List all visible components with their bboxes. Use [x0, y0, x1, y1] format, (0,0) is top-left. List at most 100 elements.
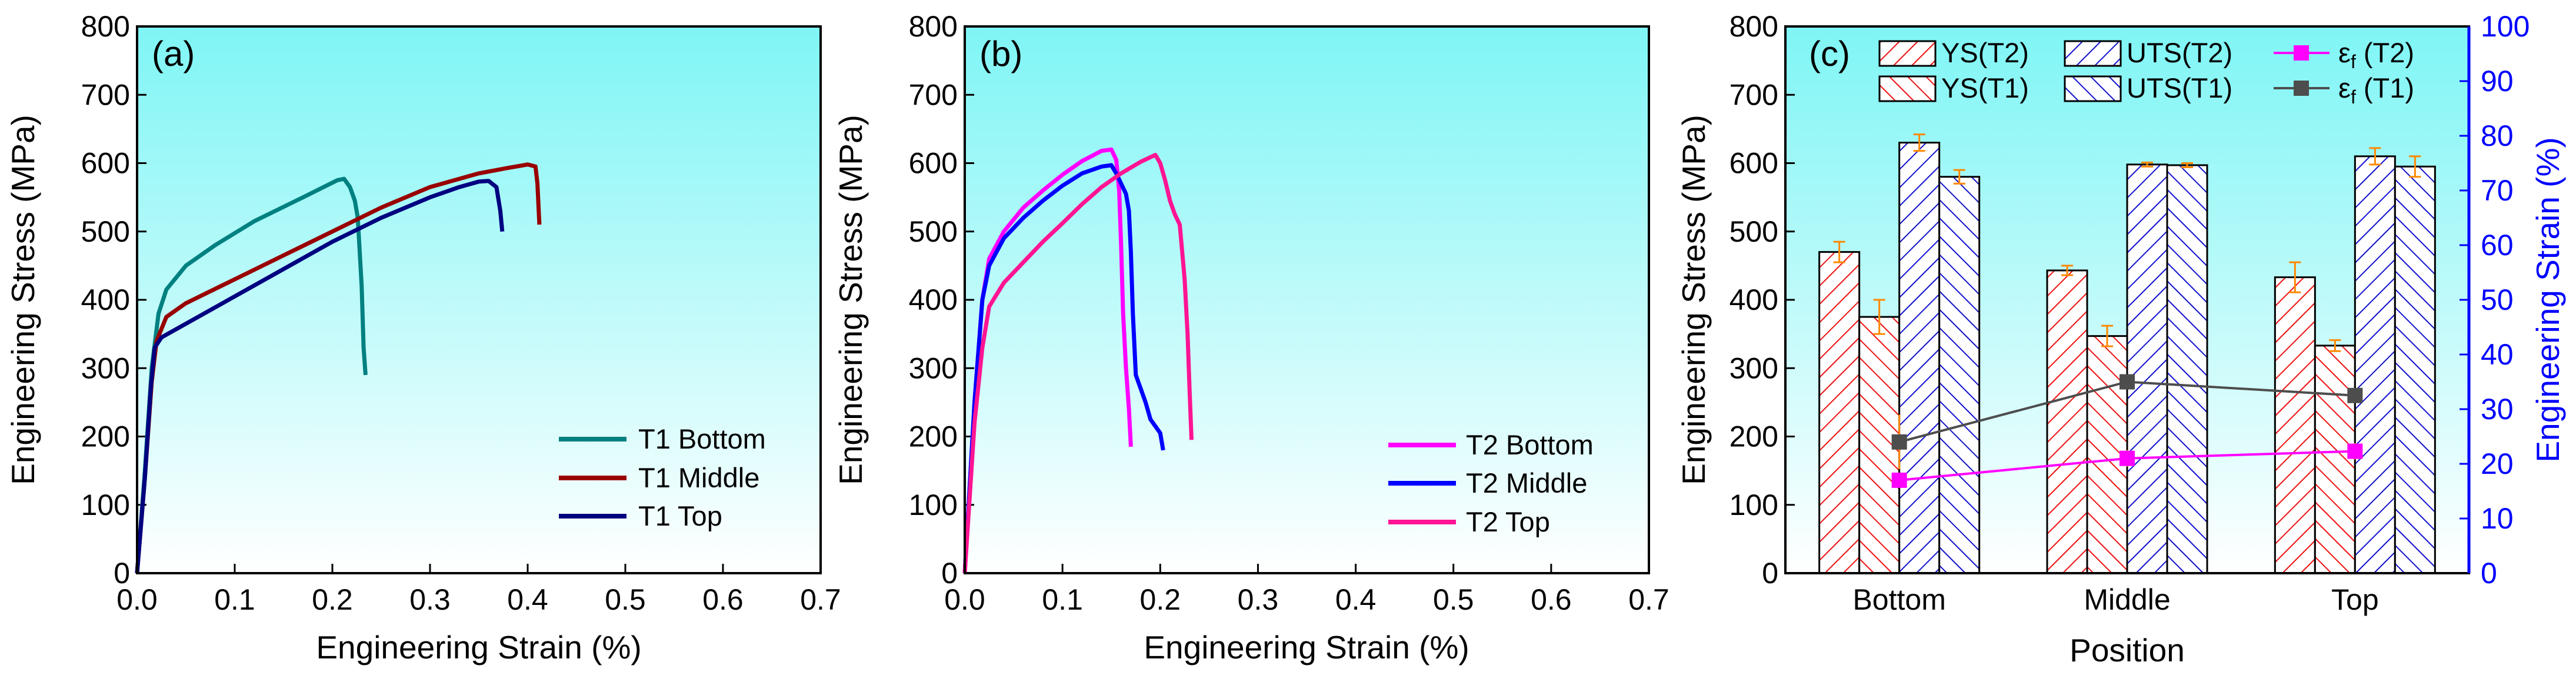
c-strain-marker-t2: [2120, 450, 2135, 466]
legend-marker-ef-t2: [2294, 45, 2309, 61]
legend-label-t1-middle: T1 Middle: [638, 462, 759, 493]
c-y2tick-label: 90: [2481, 65, 2514, 98]
plot-frame-b: [964, 25, 1650, 574]
b-xtick-label: 0.5: [1433, 583, 1474, 616]
b-ytick-label: 800: [909, 10, 958, 43]
b-ytick-label: 300: [909, 352, 958, 384]
a-xtick-label: 0.4: [507, 583, 548, 616]
a-xtick-label: 0.7: [800, 583, 841, 616]
c-strain-marker-t1: [1891, 434, 1907, 450]
panel-c: 0 100 200 300 400 500 600 700 800 0 10 20 30 40 50 60 70…: [1675, 10, 2566, 668]
a-ytick-label: 800: [81, 10, 130, 43]
b-ytick-label: 600: [909, 147, 958, 180]
c-bar-uts-t2-middle: [2126, 163, 2168, 574]
b-xtick-label: 0.0: [944, 583, 985, 616]
c-ytick-label: 500: [1729, 215, 1778, 248]
c-ytick-label: 0: [1762, 557, 1778, 590]
legend-swatch-uts-t2: [2064, 40, 2122, 67]
b-ticks: 0 100 200 300 400 500 600 700 800 0.0 0.1 0.2 0.3 0.4…: [909, 10, 1669, 616]
legend-label-ys-t2: YS(T2): [1941, 37, 2029, 68]
b-series-line-t2-middle: [962, 163, 1165, 574]
legend-label-t1-top: T1 Top: [638, 500, 722, 531]
b-ytick-label: 500: [909, 215, 958, 248]
a-xtick-label: 0.2: [312, 583, 353, 616]
c-y2tick-label: 60: [2481, 229, 2514, 262]
c-strain-marker-t1: [2120, 374, 2135, 390]
panel-a: 0 100 200 300 400 500 600 700 800 0.0 0.1 0.2 0.3 0.4…: [5, 10, 841, 665]
a-ytick-label: 500: [81, 215, 130, 248]
a-ticks: 0 100 200 300 400 500 600 700 800 0.0 0.1 0.2 0.3 0.4…: [81, 10, 841, 616]
c-bar-uts-t2-top: [2354, 155, 2396, 574]
a-xtick-label: 0.0: [116, 583, 158, 616]
a-legend: T1 Bottom T1 Middle T1 Top: [559, 423, 766, 531]
legend-label-ys-t1: YS(T1): [1941, 72, 2029, 103]
panel-b-label: (b): [979, 34, 1022, 73]
legend-eps-suffix-t2: (T2): [2356, 37, 2414, 68]
c-bar-ys-t2-bottom: [1818, 251, 1861, 574]
a-xlabel: Engineering Strain (%): [316, 629, 641, 665]
c-bar-uts-t1-middle: [2166, 164, 2208, 574]
c-ytick-label: 400: [1729, 283, 1778, 316]
b-ytick-label: 400: [909, 283, 958, 316]
c-bars: [1818, 133, 2436, 574]
b-series-line-t2-top: [962, 153, 1194, 574]
c-strain-marker-t2: [1891, 472, 1907, 488]
legend-eps-sub-t2: f: [2351, 51, 2356, 72]
b-ytick-label: 700: [909, 78, 958, 111]
legend-swatch-uts-t1: [2064, 75, 2122, 102]
a-ytick-label: 700: [81, 78, 130, 111]
c-ytick-label: 700: [1729, 78, 1778, 111]
b-legend: T2 Bottom T2 Middle T2 Top: [1388, 429, 1594, 537]
c-y2tick-label: 30: [2481, 393, 2514, 426]
c-y2tick-label: 10: [2481, 502, 2514, 535]
a-xtick-label: 0.6: [702, 583, 744, 616]
c-y2tick-label: 100: [2481, 10, 2530, 43]
a-ylabel: Engineering Stress (MPa): [5, 115, 41, 485]
b-ytick-label: 100: [909, 489, 958, 521]
c-y2tick-label: 80: [2481, 119, 2514, 152]
a-series-line-t1-top: [135, 179, 505, 574]
c-bar-uts-t2-bottom: [1898, 142, 1941, 574]
c-y2tick-label: 50: [2481, 283, 2514, 316]
b-xtick-label: 0.4: [1335, 583, 1377, 616]
c-ytick-label: 300: [1729, 352, 1778, 384]
legend-label-t2-top: T2 Top: [1466, 506, 1550, 537]
a-ytick-label: 200: [81, 420, 130, 453]
c-y2tick-label: 70: [2481, 174, 2514, 207]
c-legend: YS(T2) YS(T1) UTS(T2) UTS(T1) εf (T2) εf…: [1878, 37, 2414, 108]
a-xtick-label: 0.3: [409, 583, 451, 616]
b-xtick-label: 0.1: [1042, 583, 1083, 616]
a-ytick-label: 400: [81, 283, 130, 316]
legend-eps-t2: ε: [2338, 37, 2351, 68]
b-xtick-label: 0.2: [1140, 583, 1181, 616]
b-ylabel: Engineering Stress (MPa): [832, 115, 869, 485]
a-ytick-label: 100: [81, 489, 130, 521]
legend-label-t2-middle: T2 Middle: [1466, 467, 1587, 499]
c-bar-ys-t1-top: [2314, 344, 2356, 574]
c-xtick-label: Top: [2331, 583, 2379, 616]
legend-eps-t1: ε: [2338, 72, 2351, 103]
c-y2tick-label: 40: [2481, 338, 2514, 371]
c-strain-marker-t2: [2347, 443, 2363, 459]
legend-swatch-ys-t1: [1878, 75, 1937, 102]
c-bar-uts-t1-bottom: [1938, 176, 1981, 574]
c-xtick-label: Middle: [2084, 583, 2170, 616]
c-y2tick-label: 20: [2481, 447, 2514, 480]
c-lines: [1891, 374, 2363, 488]
legend-label-t2-bottom: T2 Bottom: [1466, 429, 1594, 460]
c-ytick-label: 100: [1729, 489, 1778, 521]
a-ytick-label: 300: [81, 352, 130, 384]
plot-area-a: [137, 26, 821, 573]
a-lines: [135, 162, 542, 574]
panel-c-label: (c): [1809, 34, 1850, 73]
legend-label-uts-t1: UTS(T1): [2127, 72, 2232, 103]
legend-label-t1-bottom: T1 Bottom: [638, 423, 766, 454]
a-xtick-label: 0.1: [214, 583, 255, 616]
a-ytick-label: 600: [81, 147, 130, 180]
b-ytick-label: 200: [909, 420, 958, 453]
plot-area-b: [965, 26, 1649, 573]
c-y2label: Engineering Strain (%): [2530, 137, 2566, 462]
c-ytick-label: 600: [1729, 147, 1778, 180]
b-ytick-label: 0: [941, 557, 958, 590]
